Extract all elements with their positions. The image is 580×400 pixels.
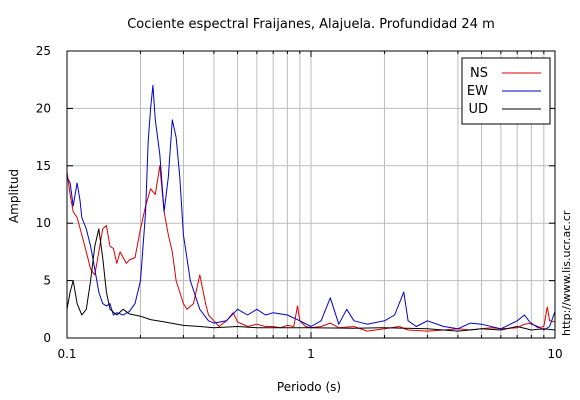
y-tick-label: 20 [36,101,51,115]
chart-title: Cociente espectral Fraijanes, Alajuela. … [127,17,495,32]
legend-label-ns: NS [470,66,488,81]
series-line-ud [66,228,556,332]
x-axis-label: Periodo (s) [277,380,341,394]
x-tick-label: 0.1 [57,347,76,361]
y-tick-label: 0 [43,331,51,345]
y-tick-label: 10 [36,216,51,230]
series-line-ew [66,84,556,331]
series-lines [66,84,556,332]
x-tick-label: 1 [307,347,315,361]
legend-label-ud: UD [468,102,488,117]
y-tick-label: 5 [43,274,51,288]
series-line-ns [66,165,556,332]
axis-ticks: 0.1 1 10 0 5 10 15 20 25 [36,44,563,361]
x-tick-label: 10 [547,347,562,361]
y-tick-label: 25 [36,44,51,58]
credit-url: http://www.lis.ucr.ac.cr [560,210,573,336]
legend: NS EW UD [461,57,551,125]
legend-label-ew: EW [467,84,488,99]
y-axis-label: Amplitud [7,169,21,223]
y-tick-label: 15 [36,159,51,173]
